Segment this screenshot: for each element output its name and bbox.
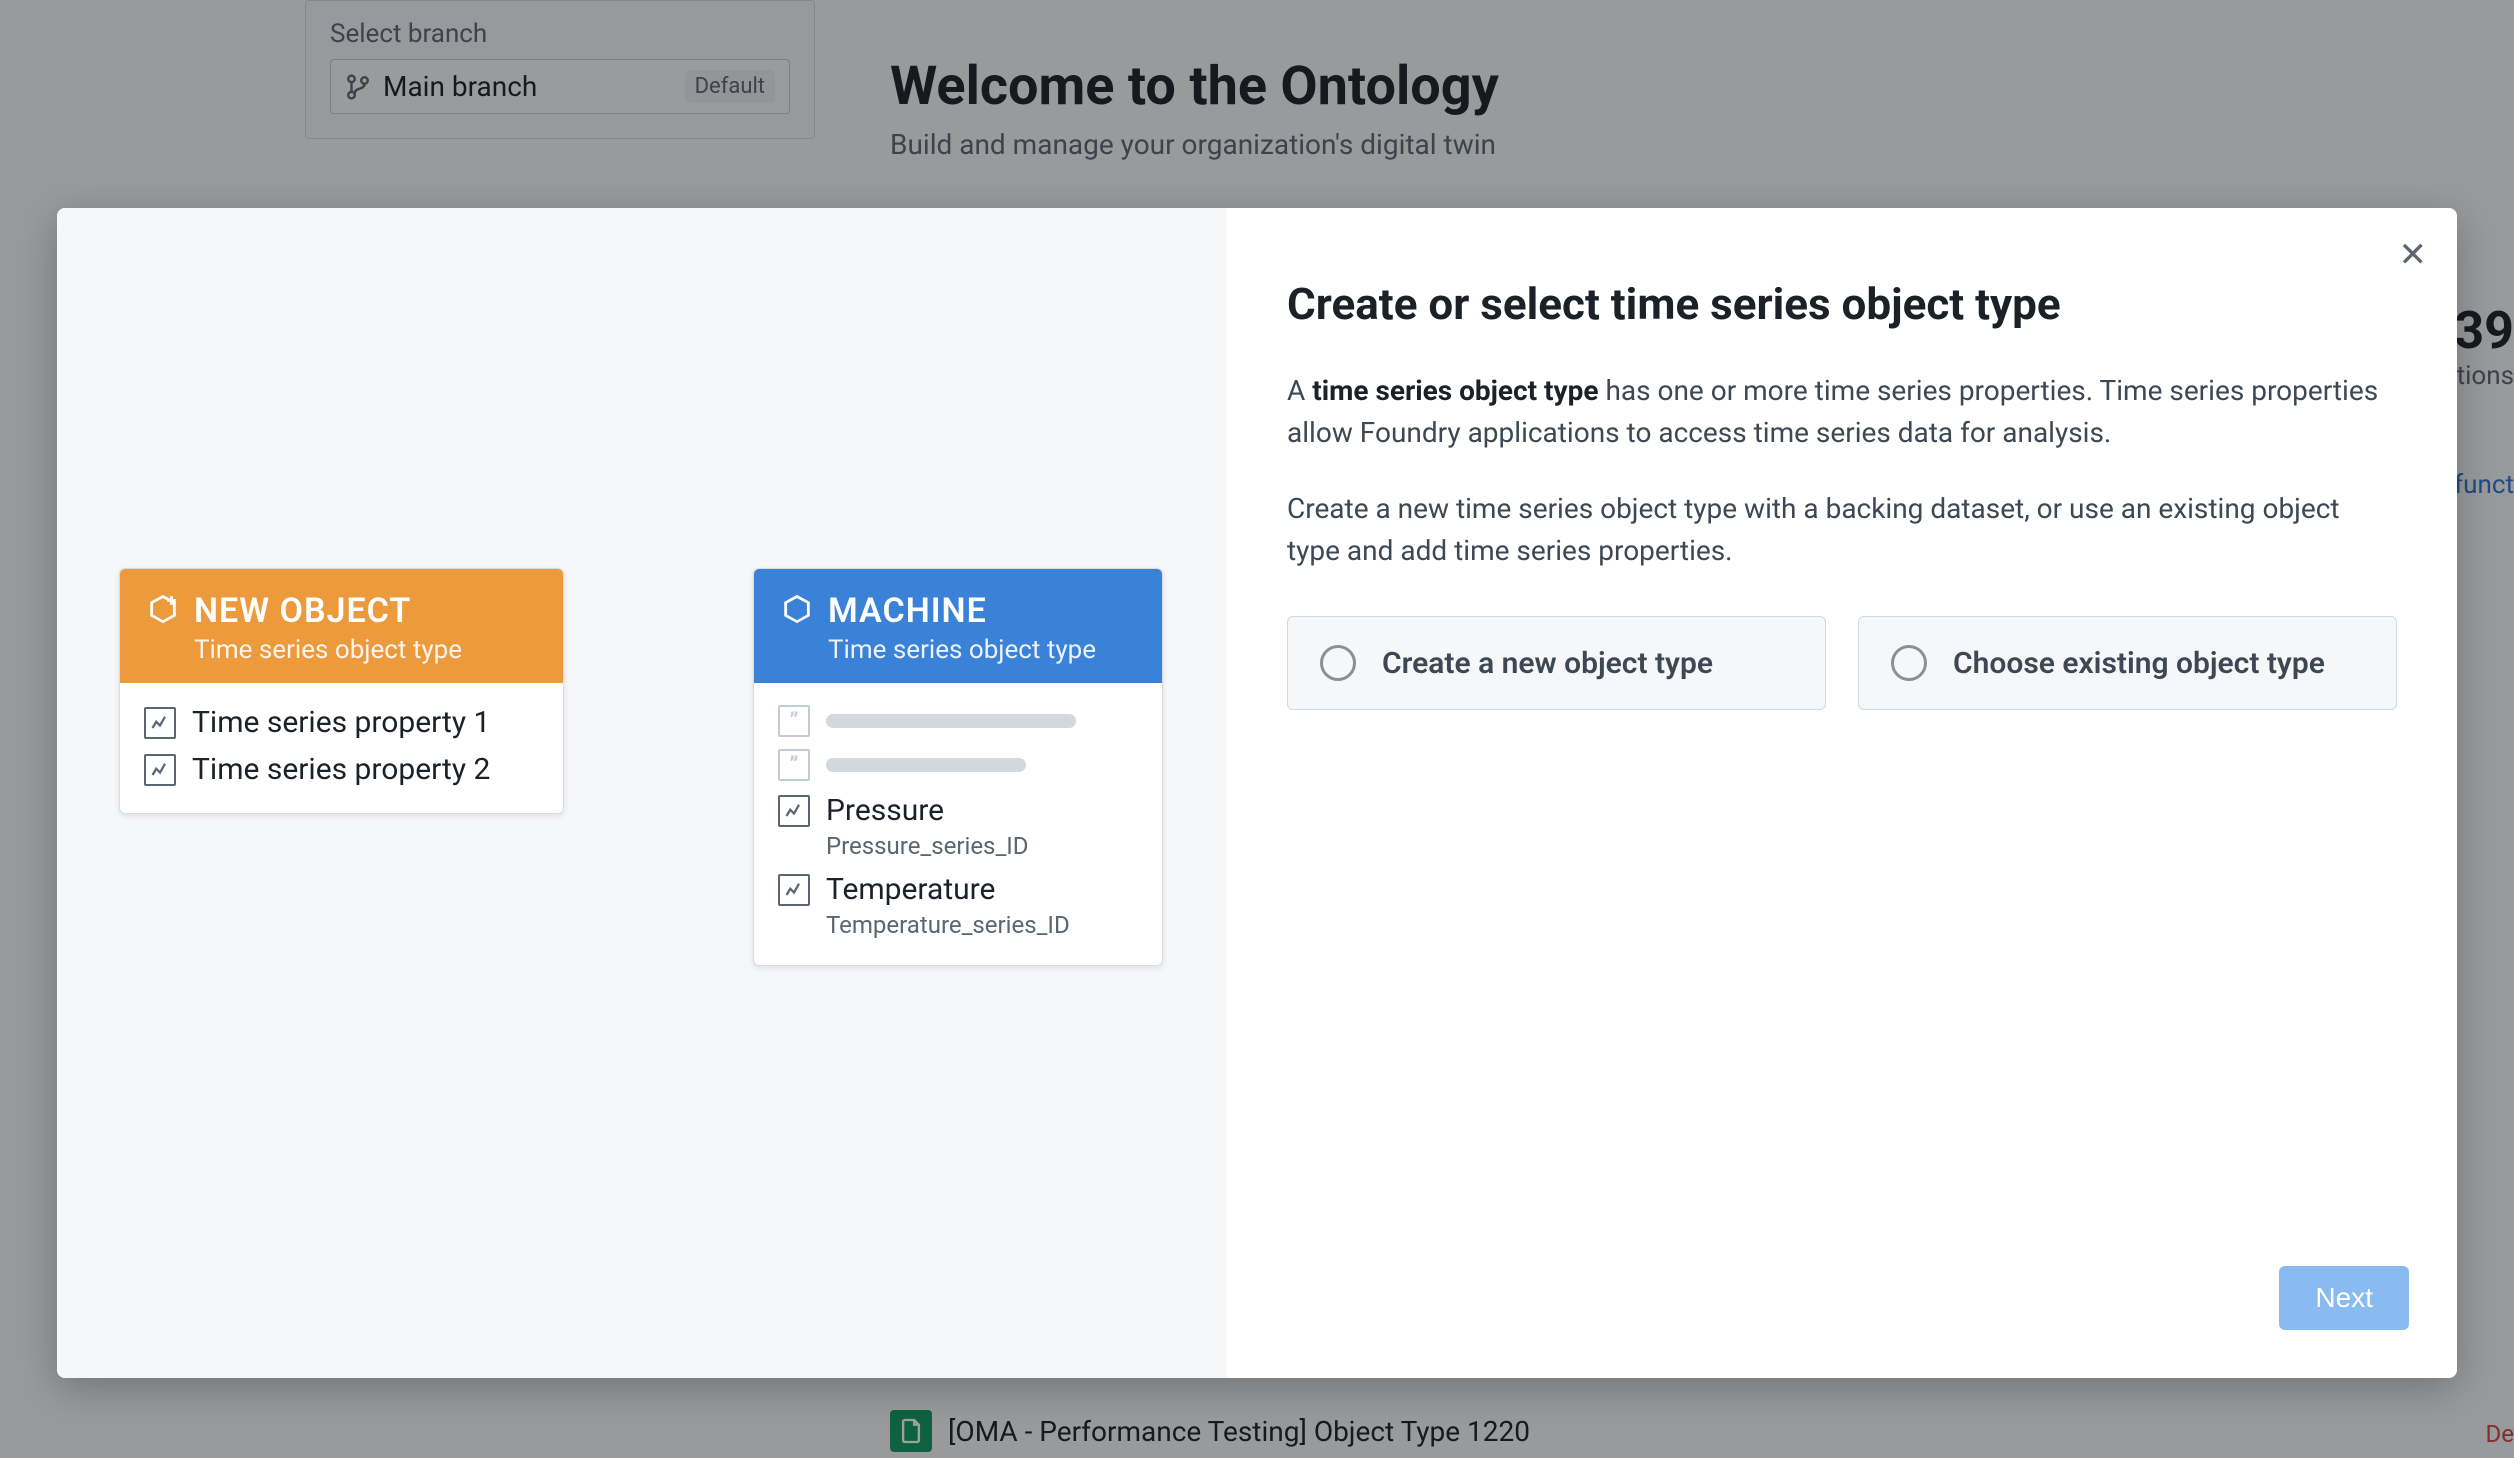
modal-paragraph-1: A time series object type has one or mor…: [1287, 370, 2397, 454]
placeholder-bar: [826, 758, 1026, 772]
cube-icon: [780, 592, 814, 630]
card-title: MACHINE: [828, 591, 987, 631]
ts-property-label: Time series property 2: [192, 752, 490, 787]
modal-content-panel: ✕ Create or select time series object ty…: [1227, 208, 2457, 1378]
quote-icon: ”: [778, 749, 810, 781]
ts-property-sub: Temperature_series_ID: [826, 911, 1138, 939]
ts-property-label: Pressure: [826, 793, 944, 828]
card-title: NEW OBJECT: [194, 591, 411, 631]
modal-backdrop: NEW OBJECT Time series object type Time …: [0, 0, 2514, 1458]
modal-paragraph-2: Create a new time series object type wit…: [1287, 488, 2397, 572]
close-icon[interactable]: ✕: [2399, 238, 2428, 272]
ts-property-sub: Pressure_series_ID: [826, 832, 1138, 860]
radio-icon: [1891, 645, 1927, 681]
chart-icon: [144, 754, 176, 786]
placeholder-row: ”: [778, 699, 1138, 743]
ts-property-label: Temperature: [826, 872, 995, 907]
ts-property-row: Time series property 2: [144, 746, 539, 793]
quote-icon: ”: [778, 705, 810, 737]
card-body: Time series property 1 Time series prope…: [120, 683, 563, 813]
modal-title: Create or select time series object type: [1287, 278, 2397, 330]
placeholder-bar: [826, 714, 1076, 728]
chart-icon: [778, 795, 810, 827]
ts-property-row: Temperature: [778, 866, 1138, 913]
card-subtitle: Time series object type: [194, 635, 537, 665]
card-machine: MACHINE Time series object type ” ”: [753, 568, 1163, 966]
card-header: NEW OBJECT Time series object type: [120, 569, 563, 683]
choice-existing[interactable]: Choose existing object type: [1858, 616, 2397, 710]
modal: NEW OBJECT Time series object type Time …: [57, 208, 2457, 1378]
text: A: [1287, 374, 1312, 407]
radio-icon: [1320, 645, 1356, 681]
choice-row: Create a new object type Choose existing…: [1287, 616, 2397, 710]
cube-plus-icon: [146, 592, 180, 630]
choice-label: Choose existing object type: [1953, 646, 2325, 681]
card-body: ” ” Pressure Pressure_series_ID: [754, 683, 1162, 965]
chart-icon: [144, 707, 176, 739]
modal-illustration-panel: NEW OBJECT Time series object type Time …: [57, 208, 1227, 1378]
card-new-object: NEW OBJECT Time series object type Time …: [119, 568, 564, 814]
placeholder-row: ”: [778, 743, 1138, 787]
choice-create-new[interactable]: Create a new object type: [1287, 616, 1826, 710]
card-subtitle: Time series object type: [828, 635, 1136, 665]
card-header: MACHINE Time series object type: [754, 569, 1162, 683]
text-bold: time series object type: [1312, 374, 1598, 407]
choice-label: Create a new object type: [1382, 646, 1713, 681]
chart-icon: [778, 874, 810, 906]
ts-property-row: Pressure: [778, 787, 1138, 834]
next-button[interactable]: Next: [2279, 1266, 2409, 1330]
ts-property-label: Time series property 1: [192, 705, 490, 740]
ts-property-row: Time series property 1: [144, 699, 539, 746]
